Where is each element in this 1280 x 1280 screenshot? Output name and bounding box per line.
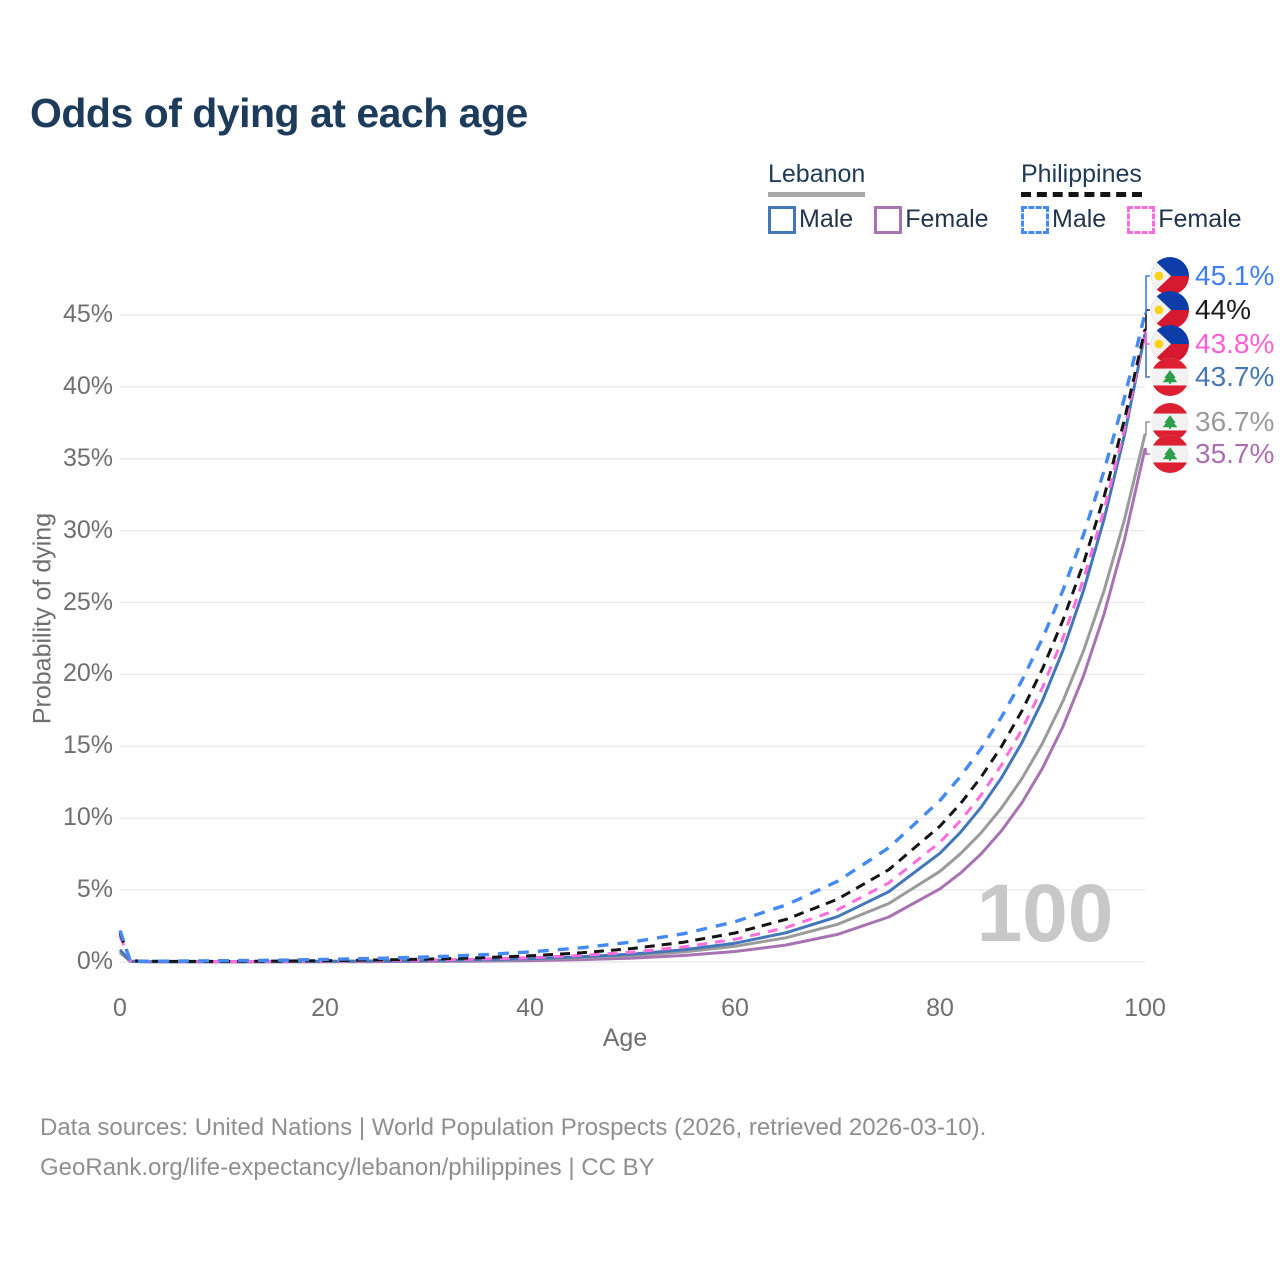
label-connector xyxy=(1144,332,1150,378)
legend-item-label: Female xyxy=(1158,205,1242,233)
legend-group-lebanon: Lebanon Male Female xyxy=(768,160,989,234)
legend-item-label: Male xyxy=(799,205,854,233)
end-label-value: 43.7% xyxy=(1195,361,1275,392)
x-tick-label: 40 xyxy=(516,994,544,1022)
y-tick-label: 40% xyxy=(62,371,113,400)
y-tick-label: 15% xyxy=(62,731,113,760)
legend-swatch-solid-female[interactable] xyxy=(874,205,903,234)
y-tick-label: 10% xyxy=(62,803,113,832)
footer-data-sources: Data sources: United Nations | World Pop… xyxy=(40,1114,987,1141)
end-label-lebanon-male: 43.7% xyxy=(1151,357,1274,397)
legend-item-lebanon-female[interactable]: Female xyxy=(874,205,989,234)
philippines-flag-icon xyxy=(1151,291,1189,329)
lebanon-flag-icon xyxy=(1151,435,1189,473)
footer: Data sources: United Nations | World Pop… xyxy=(40,1108,986,1188)
end-label-lebanon-female: 35.7% xyxy=(1151,434,1274,474)
x-tick-label: 60 xyxy=(721,994,749,1022)
x-axis-title: Age xyxy=(602,1024,648,1052)
y-tick-label: 20% xyxy=(62,659,113,688)
x-tick-label: 80 xyxy=(926,994,954,1022)
end-label-value: 36.7% xyxy=(1195,406,1275,437)
y-tick-label: 5% xyxy=(76,875,113,904)
legend-swatch-dashed-female[interactable] xyxy=(1127,205,1156,234)
page-title: Odds of dying at each age xyxy=(30,90,528,136)
end-label-philippines: 44% xyxy=(1151,290,1251,330)
label-connector xyxy=(1144,331,1150,345)
label-connector xyxy=(1144,447,1150,455)
legend-items-row: Male Female xyxy=(1021,205,1242,234)
end-label-value: 45.1% xyxy=(1195,260,1275,291)
end-label-philippines-male: 45.1% xyxy=(1151,256,1274,296)
end-label-value: 35.7% xyxy=(1195,438,1275,469)
y-axis-title: Probability of dying xyxy=(28,512,57,725)
series-line-philippines-male xyxy=(118,313,1147,963)
x-tick-label: 0 xyxy=(113,994,127,1022)
y-tick-label: 0% xyxy=(76,947,113,975)
y-tick-label: 30% xyxy=(62,515,113,544)
label-connector xyxy=(1144,421,1150,436)
legend-swatch-solid-male[interactable] xyxy=(768,205,796,234)
legend-item-philippines-female[interactable]: Female xyxy=(1127,205,1242,234)
x-tick-label: 100 xyxy=(1124,994,1166,1022)
philippines-flag-icon xyxy=(1151,325,1189,363)
legend-items-row: Male Female xyxy=(768,205,989,234)
y-tick-label: 45% xyxy=(62,300,113,328)
legend-item-label: Female xyxy=(905,205,989,233)
end-label-philippines-female: 43.8% xyxy=(1151,324,1274,364)
age-counter-watermark: 100 xyxy=(976,868,1114,959)
y-tick-label: 35% xyxy=(62,443,113,472)
lebanon-flag-icon xyxy=(1151,358,1189,396)
legend-item-label: Male xyxy=(1052,205,1107,233)
label-connector xyxy=(1144,309,1150,331)
legend-item-lebanon-male[interactable]: Male xyxy=(768,205,853,234)
legend-item-philippines-male[interactable]: Male xyxy=(1021,205,1106,234)
philippines-flag-icon xyxy=(1151,257,1189,295)
legend-group-philippines: Philippines Male Female xyxy=(1021,160,1242,234)
x-tick-label: 20 xyxy=(311,994,339,1022)
series-line-philippines xyxy=(118,329,1147,963)
y-tick-label: 25% xyxy=(62,587,113,616)
legend-swatch-dashed-male[interactable] xyxy=(1021,205,1049,234)
end-label-value: 43.8% xyxy=(1195,328,1275,359)
end-label-value: 44% xyxy=(1195,294,1252,325)
label-connector xyxy=(1144,275,1150,315)
legend-country-lebanon[interactable]: Lebanon xyxy=(768,160,866,197)
legend-country-philippines[interactable]: Philippines xyxy=(1021,160,1142,197)
footer-attribution: GeoRank.org/life-expectancy/lebanon/phil… xyxy=(40,1154,655,1181)
